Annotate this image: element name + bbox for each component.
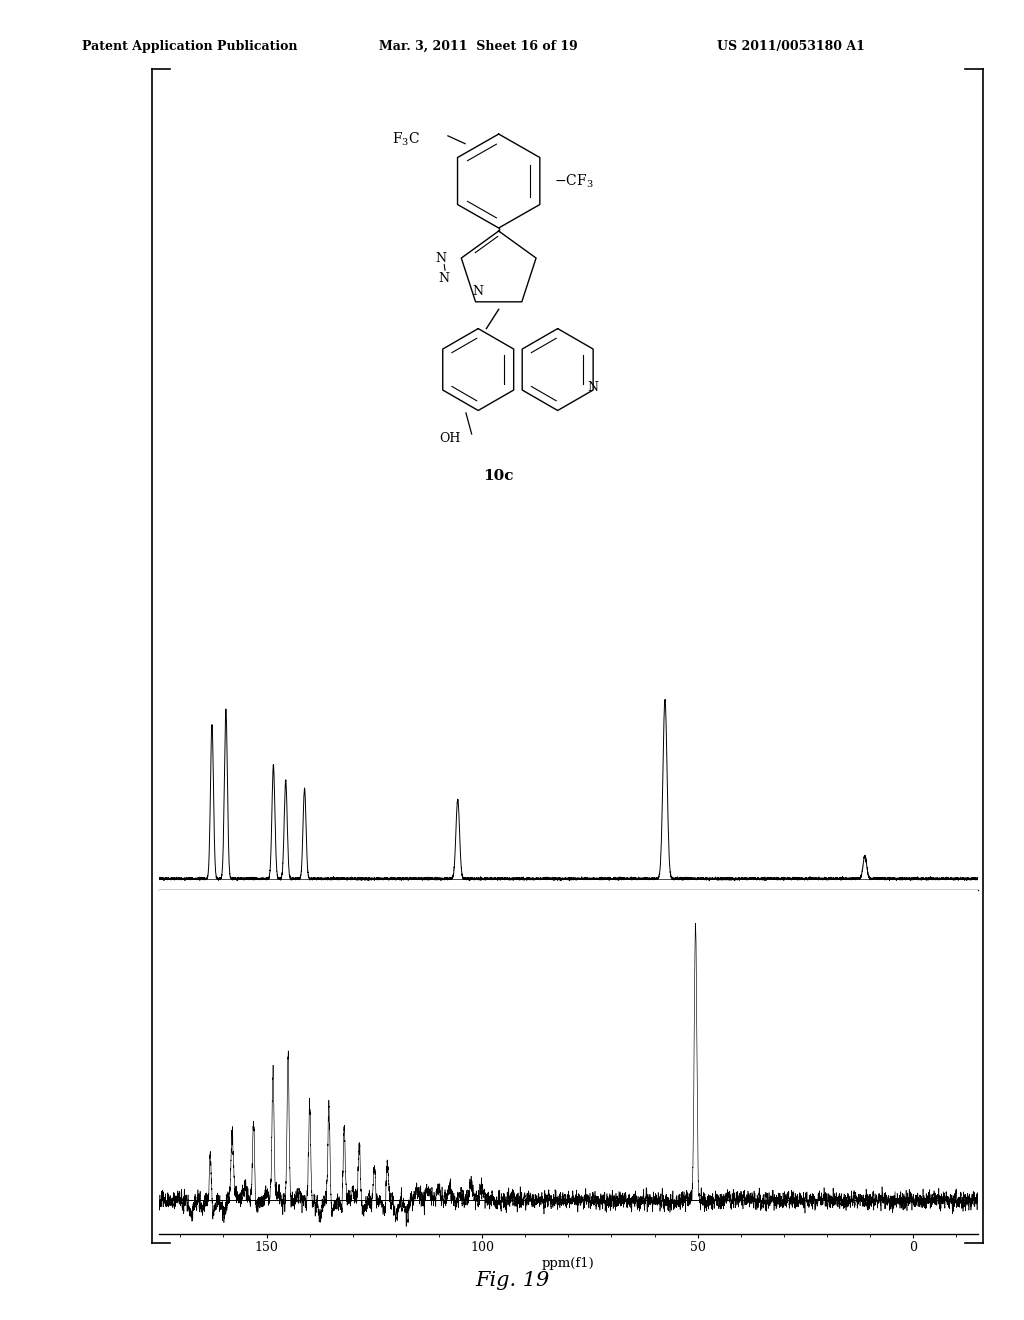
Text: 10c: 10c — [483, 469, 514, 483]
Text: N: N — [438, 272, 450, 285]
Text: $\mathregular{-CF_3}$: $\mathregular{-CF_3}$ — [554, 173, 594, 190]
Text: OH: OH — [439, 433, 460, 445]
Text: US 2011/0053180 A1: US 2011/0053180 A1 — [717, 40, 864, 53]
Text: N: N — [435, 252, 446, 264]
Text: Mar. 3, 2011  Sheet 16 of 19: Mar. 3, 2011 Sheet 16 of 19 — [379, 40, 578, 53]
Text: N: N — [588, 380, 598, 393]
Text: Patent Application Publication: Patent Application Publication — [82, 40, 297, 53]
X-axis label: ppm(f1): ppm(f1) — [542, 912, 595, 925]
Text: $\mathregular{F_3C}$: $\mathregular{F_3C}$ — [392, 131, 420, 148]
Text: Fig. 19: Fig. 19 — [475, 1271, 549, 1290]
Text: N: N — [472, 285, 483, 298]
X-axis label: ppm(f1): ppm(f1) — [542, 1257, 595, 1270]
